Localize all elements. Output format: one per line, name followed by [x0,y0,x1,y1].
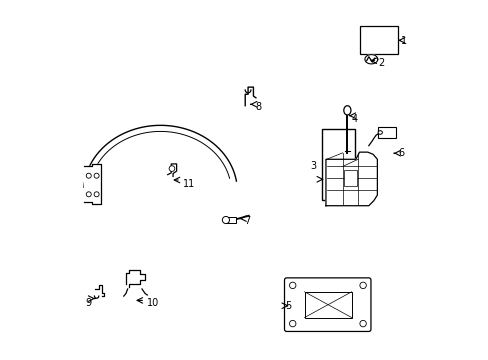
Circle shape [359,282,366,289]
Text: 6: 6 [397,148,404,158]
Polygon shape [325,152,377,206]
Circle shape [169,166,175,171]
Bar [304,292,351,318]
Text: 7: 7 [244,216,250,226]
Circle shape [86,173,91,178]
Ellipse shape [377,131,382,134]
Polygon shape [364,55,377,64]
Circle shape [289,282,295,289]
Text: 9: 9 [85,298,91,308]
Text: 2: 2 [378,58,384,68]
Text: 1: 1 [400,36,406,46]
Polygon shape [125,270,145,287]
Circle shape [86,192,91,197]
Circle shape [359,320,366,327]
Text: 5: 5 [284,301,290,311]
Circle shape [222,216,229,224]
Bar [359,26,397,54]
Text: 3: 3 [309,161,315,171]
Circle shape [94,192,99,197]
Circle shape [289,320,295,327]
Bar [378,127,395,138]
Text: 8: 8 [255,102,261,112]
Bar [322,129,354,200]
Polygon shape [84,164,101,204]
Circle shape [94,173,99,178]
Bar [225,217,235,223]
Text: 10: 10 [147,298,159,308]
Text: 11: 11 [183,179,195,189]
Text: 4: 4 [351,113,357,123]
Ellipse shape [343,106,350,115]
Bar [343,170,357,186]
FancyBboxPatch shape [284,278,370,332]
